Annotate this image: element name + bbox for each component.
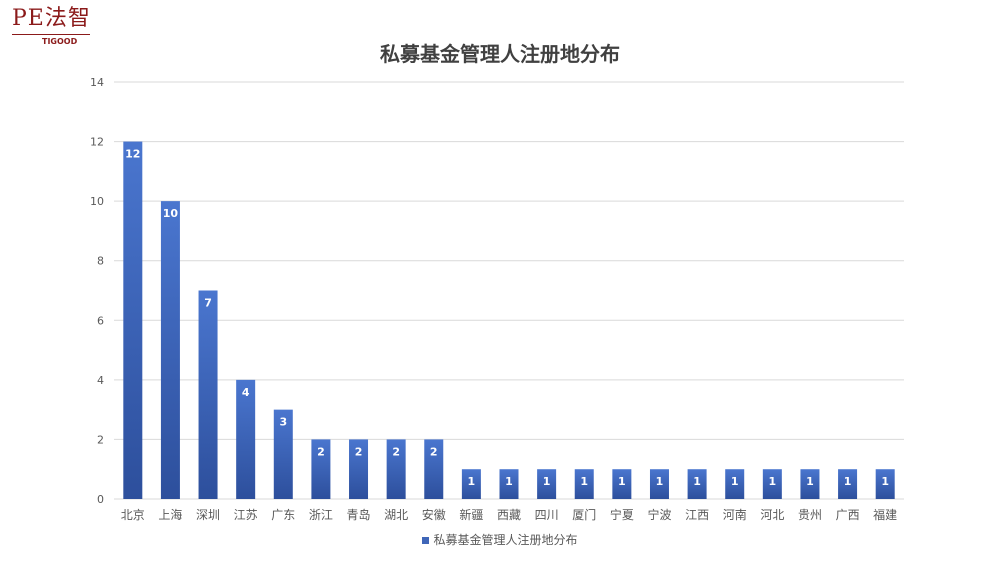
x-tick-label: 上海: [158, 507, 182, 522]
data-label: 1: [580, 475, 588, 488]
x-tick-label: 安徽: [422, 507, 446, 522]
chart-title: 私募基金管理人注册地分布: [380, 42, 620, 66]
logo-divider: [12, 34, 90, 35]
y-tick-label: 4: [97, 374, 104, 387]
logo-subtext: TIGOOD: [42, 37, 78, 46]
bar: [160, 201, 180, 499]
x-tick-label: 江苏: [234, 508, 258, 522]
bar: [649, 469, 669, 499]
data-label: 1: [656, 475, 664, 488]
bar: [198, 290, 218, 499]
data-label: 2: [355, 445, 363, 458]
bar: [386, 439, 406, 499]
bar: [461, 469, 481, 499]
x-tick-label: 河北: [760, 508, 784, 522]
bars: 12 10 7 4 3 2 2 2 2 1 1 1 1 1 1 1 1 1 1 1 1: [123, 141, 895, 500]
bar: [349, 439, 369, 499]
x-tick-label: 河南: [723, 507, 747, 522]
bar: [762, 469, 782, 499]
bar: [574, 469, 594, 499]
data-label: 2: [392, 445, 400, 458]
bar: [612, 469, 632, 499]
data-label: 1: [844, 475, 852, 488]
x-tick-label: 宁夏: [610, 507, 634, 522]
data-label: 2: [317, 445, 325, 458]
x-tick-label: 江西: [685, 508, 709, 522]
x-tick-label: 四川: [535, 508, 559, 522]
x-tick-label: 浙江: [309, 508, 333, 522]
bar: [311, 439, 331, 499]
y-tick-label: 2: [97, 433, 104, 446]
data-label: 2: [430, 445, 438, 458]
x-tick-label: 新疆: [459, 507, 483, 522]
grid-lines: [114, 81, 904, 500]
bar: [424, 439, 444, 499]
data-label: 7: [204, 297, 212, 310]
data-label: 12: [125, 148, 140, 161]
x-tick-label: 湖北: [384, 507, 408, 522]
bar: [800, 469, 820, 499]
x-axis: 北京 上海 深圳 江苏 广东 浙江 青岛 湖北 安徽 新疆 西藏 四川 厦门 宁夏 宁波 江西 河南 河北 贵州 广西…: [121, 507, 897, 522]
x-tick-label: 福建: [873, 507, 897, 522]
data-label: 1: [769, 475, 777, 488]
bar: [273, 409, 293, 499]
data-label: 1: [468, 475, 476, 488]
legend-label: 私募基金管理人注册地分布: [433, 533, 578, 547]
bar: [499, 469, 519, 499]
bar: [537, 469, 557, 499]
legend-swatch: [422, 537, 430, 544]
data-label: 10: [163, 207, 179, 220]
bar: [236, 379, 256, 499]
x-tick-label: 贵州: [798, 508, 822, 522]
x-tick-label: 广东: [271, 508, 295, 522]
y-tick-label: 12: [90, 136, 104, 149]
y-tick-label: 6: [97, 314, 104, 327]
bar: [875, 469, 895, 499]
data-label: 1: [543, 475, 551, 488]
x-tick-label: 厦门: [572, 507, 596, 522]
data-label: 1: [731, 475, 739, 488]
x-tick-label: 宁波: [647, 507, 671, 522]
bar: [725, 469, 745, 499]
data-label: 1: [806, 475, 814, 488]
x-tick-label: 西藏: [497, 508, 521, 522]
x-tick-label: 广西: [836, 508, 860, 522]
y-tick-label: 10: [90, 195, 104, 208]
data-label: 4: [242, 386, 250, 399]
y-tick-label: 0: [97, 493, 104, 506]
data-label: 1: [881, 475, 889, 488]
y-axis: 0 2 4 6 8 10 12 14: [90, 76, 104, 506]
x-tick-label: 北京: [121, 508, 145, 522]
bar: [123, 141, 143, 500]
bar: [838, 469, 858, 499]
bar: [687, 469, 707, 499]
data-label: 1: [618, 475, 626, 488]
data-label: 3: [279, 416, 287, 429]
x-tick-label: 深圳: [196, 508, 220, 522]
logo: PE法智 TIGOOD: [12, 6, 91, 47]
data-label: 1: [693, 475, 701, 488]
legend: 私募基金管理人注册地分布: [0, 531, 1000, 548]
logo-text: PE法智: [12, 6, 91, 31]
y-tick-label: 8: [97, 255, 104, 268]
y-tick-label: 14: [90, 76, 104, 89]
x-tick-label: 青岛: [347, 507, 371, 522]
data-label: 1: [505, 475, 513, 488]
